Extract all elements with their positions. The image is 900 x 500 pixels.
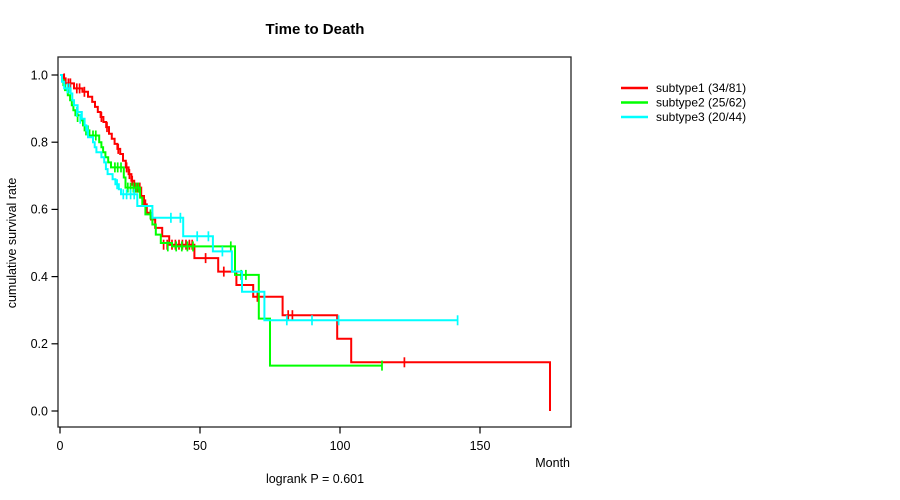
legend-item-subtype3: subtype3 (20/44) bbox=[621, 110, 746, 124]
y-tick-label: 0.6 bbox=[31, 203, 48, 217]
axes-layer: 0 50 100 150 0.0 0.2 0.4 0.6 0.8 1.0 bbox=[31, 56, 572, 453]
legend-label-subtype3: subtype3 (20/44) bbox=[656, 110, 746, 124]
legend-label-subtype2: subtype2 (25/62) bbox=[656, 96, 746, 110]
survival-curve-subtype2 bbox=[60, 74, 382, 367]
x-tick-label: 150 bbox=[470, 439, 491, 453]
y-tick-label: 1.0 bbox=[31, 68, 48, 82]
series-layer bbox=[60, 73, 551, 411]
logrank-annotation: logrank P = 0.601 bbox=[266, 472, 364, 486]
y-tick-label: 0.4 bbox=[31, 270, 48, 284]
censor-marks-subtype1 bbox=[63, 73, 406, 368]
y-tick-label: 0.8 bbox=[31, 136, 48, 150]
survival-curve-subtype1 bbox=[60, 74, 551, 411]
legend: subtype1 (34/81)subtype2 (25/62)subtype3… bbox=[621, 81, 746, 124]
y-axis-label: cumulative survival rate bbox=[5, 178, 19, 309]
censor-marks-subtype3 bbox=[66, 83, 459, 326]
legend-item-subtype1: subtype1 (34/81) bbox=[621, 81, 746, 95]
y-tick-label: 0.0 bbox=[31, 404, 48, 418]
legend-item-subtype2: subtype2 (25/62) bbox=[621, 96, 746, 110]
x-tick-label: 0 bbox=[57, 439, 64, 453]
y-tick-label: 0.2 bbox=[31, 337, 48, 351]
plot-frame bbox=[57, 56, 572, 428]
x-tick-label: 50 bbox=[193, 439, 207, 453]
legend-label-subtype1: subtype1 (34/81) bbox=[656, 81, 746, 95]
survival-curve-subtype3 bbox=[60, 74, 458, 322]
chart-title: Time to Death bbox=[266, 21, 365, 38]
x-axis-label: Month bbox=[535, 456, 570, 470]
x-tick-label: 100 bbox=[330, 439, 351, 453]
